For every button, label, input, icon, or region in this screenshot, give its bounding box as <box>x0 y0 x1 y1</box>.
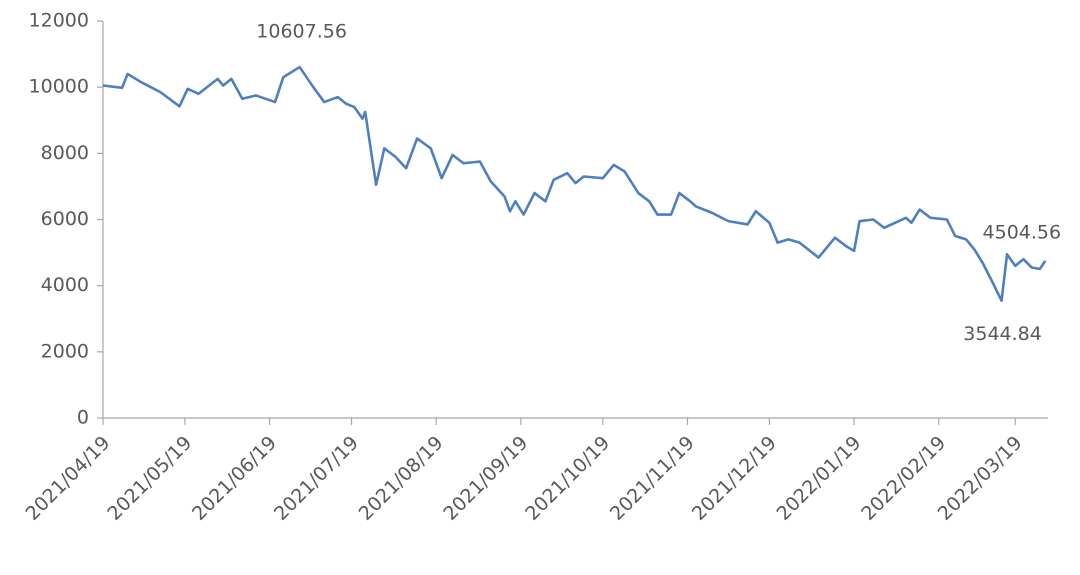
annotation: 10607.56 <box>256 21 347 43</box>
annotation: 4504.56 <box>983 221 1062 243</box>
y-tick-label: 12000 <box>29 10 89 32</box>
y-tick-label: 4000 <box>41 274 89 296</box>
x-tick-label: 2021/08/19 <box>355 432 448 525</box>
x-tick-label: 2021/04/19 <box>21 432 114 525</box>
x-tick-label: 2021/09/19 <box>439 432 532 525</box>
x-tick-label: 2021/11/19 <box>606 432 699 525</box>
x-tick-label: 2021/05/19 <box>103 432 196 525</box>
x-tick-label: 2021/06/19 <box>188 432 281 525</box>
y-tick-label: 10000 <box>29 76 89 98</box>
x-tick-label: 2021/10/19 <box>521 432 614 525</box>
y-tick-label: 8000 <box>41 142 89 164</box>
y-tick-label: 6000 <box>41 208 89 230</box>
price-line <box>102 65 1047 303</box>
x-tick-label: 2022/01/19 <box>773 432 866 525</box>
x-tick-label: 2021/07/19 <box>270 432 363 525</box>
y-tick-label: 2000 <box>41 340 89 362</box>
annotation: 3544.84 <box>963 323 1042 345</box>
y-tick-label: 0 <box>77 407 89 429</box>
x-tick-label: 2021/12/19 <box>688 432 781 525</box>
